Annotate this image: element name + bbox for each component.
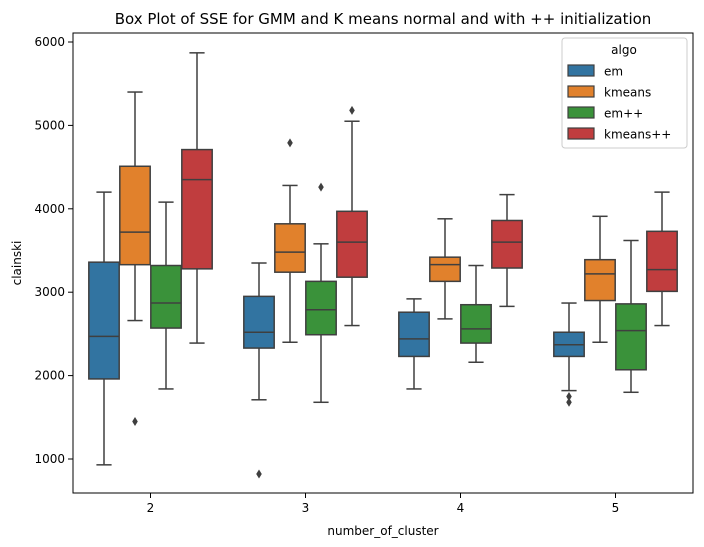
x-tick-label: 5 [612, 501, 620, 515]
outlier-marker [566, 391, 572, 401]
x-tick-label: 2 [147, 501, 155, 515]
box-kmeans-4 [429, 218, 461, 320]
box-body [336, 210, 368, 278]
legend: algo em kmeans em++ kmeans++ [561, 37, 688, 149]
y-axis-title: clainski [10, 241, 24, 286]
box-body [398, 311, 430, 358]
box-body [460, 303, 492, 344]
box-em++-2 [150, 201, 182, 390]
box-em++-3 [305, 182, 337, 404]
legend-swatch [567, 127, 595, 140]
x-axis: 2 3 4 5 [147, 493, 620, 515]
y-tick-label: 6000 [34, 35, 65, 49]
legend-item-kmeans: kmeans [567, 85, 651, 100]
box-body [615, 303, 647, 371]
box-em-5 [553, 302, 585, 407]
box-kmeans-5 [584, 215, 616, 343]
outlier-marker [349, 105, 355, 115]
box-em-4 [398, 298, 430, 390]
plot-frame [72, 32, 694, 494]
box-body [491, 219, 523, 269]
outlier-marker [566, 397, 572, 407]
y-axis: 1000 2000 3000 4000 5000 6000 [34, 35, 73, 466]
box-body [646, 230, 678, 293]
y-tick-label: 3000 [34, 285, 65, 299]
chart-title: Box Plot of SSE for GMM and K means norm… [115, 10, 652, 28]
box-kmeans++-5 [646, 191, 678, 327]
legend-label: em [604, 65, 623, 79]
plot-area [88, 52, 678, 479]
box-body [584, 258, 616, 302]
x-tick-label: 3 [302, 501, 310, 515]
box-kmeans++-2 [181, 52, 213, 344]
legend-swatch [567, 106, 595, 119]
box-body [243, 295, 275, 349]
legend-item-kmeans++: kmeans++ [567, 127, 671, 142]
box-body [150, 264, 182, 329]
outlier-marker [318, 182, 324, 192]
legend-item-em: em [567, 64, 623, 79]
box-body [119, 165, 151, 266]
box-body [181, 148, 213, 270]
legend-label: kmeans [604, 86, 651, 100]
legend-label: kmeans++ [604, 128, 671, 142]
legend-item-em++: em++ [567, 106, 643, 121]
box-kmeans++-4 [491, 193, 523, 308]
legend-swatch [567, 64, 595, 77]
box-em++-5 [615, 239, 647, 394]
outlier-marker [256, 469, 262, 479]
box-kmeans-2 [119, 91, 151, 426]
y-tick-label: 4000 [34, 202, 65, 216]
box-body [305, 280, 337, 336]
legend-label: em++ [604, 107, 643, 121]
box-em-2 [88, 191, 120, 466]
legend-title: algo [611, 43, 637, 57]
box-body [274, 223, 306, 273]
x-axis-title: number_of_cluster [327, 524, 438, 538]
box-body [88, 261, 120, 380]
legend-swatch [567, 85, 595, 98]
box-kmeans-3 [274, 138, 306, 343]
y-tick-label: 2000 [34, 369, 65, 383]
box-em++-4 [460, 264, 492, 364]
x-tick-label: 4 [457, 501, 465, 515]
outlier-marker [287, 138, 293, 148]
box-body [429, 256, 461, 283]
box-em-3 [243, 262, 275, 479]
outlier-marker [132, 416, 138, 426]
y-tick-label: 5000 [34, 118, 65, 132]
box-kmeans++-3 [336, 105, 368, 327]
y-tick-label: 1000 [34, 452, 65, 466]
